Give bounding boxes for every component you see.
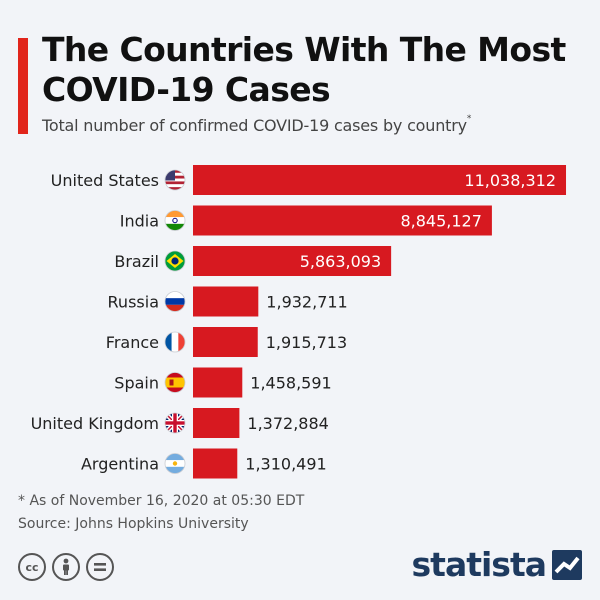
category-label-france: France <box>106 333 159 352</box>
bar-united-kingdom <box>193 408 240 438</box>
category-label-spain: Spain <box>114 374 159 393</box>
bar-chart: United States 11,038,312 India 8,845,127 Bra… <box>31 165 567 479</box>
bar-france <box>193 327 258 357</box>
title-accent-bar <box>18 38 28 134</box>
statista-logo[interactable]: statista <box>412 547 582 583</box>
russia-flag-icon <box>165 291 185 312</box>
france-flag-icon <box>165 332 185 352</box>
source-note: Source: Johns Hopkins University <box>18 516 249 532</box>
uk-flag-outline <box>164 412 186 434</box>
india-flag-outline <box>164 210 186 231</box>
value-label-russia: 1,932,711 <box>266 293 347 312</box>
no-derivatives-icon[interactable] <box>86 553 114 581</box>
brazil-flag-outline <box>164 250 186 272</box>
value-label-united-kingdom: 1,372,884 <box>247 414 328 433</box>
russia-flag-outline <box>164 291 186 312</box>
category-label-argentina: Argentina <box>81 455 159 474</box>
subtitle-footnote-marker: * <box>466 114 472 124</box>
category-label-united-states: United States <box>51 171 159 190</box>
bar-spain <box>193 367 243 398</box>
value-label-united-states: 11,038,312 <box>464 171 556 190</box>
spain-flag-icon <box>165 372 185 393</box>
subtitle-text: Total number of confirmed COVID-19 cases… <box>42 116 467 135</box>
france-flag-outline <box>164 331 186 353</box>
uk-flag-icon <box>165 413 185 433</box>
argentina-flag-outline <box>164 453 186 474</box>
attribution-icon[interactable] <box>52 553 80 581</box>
chart-subtitle: Total number of confirmed COVID-19 cases… <box>42 114 592 135</box>
category-label-india: India <box>120 212 159 231</box>
us-flag-icon <box>165 170 185 190</box>
chart-title: The Countries With The Most COVID-19 Cas… <box>42 30 566 109</box>
bar-brazil <box>193 246 392 276</box>
india-flag-icon <box>165 210 185 231</box>
cc-icon[interactable]: cc <box>18 553 46 581</box>
brazil-flag-icon <box>165 251 185 271</box>
category-label-russia: Russia <box>108 293 159 312</box>
license-icons: cc <box>18 553 114 581</box>
bar-india <box>193 205 492 236</box>
statista-mark-icon <box>552 550 582 580</box>
value-label-spain: 1,458,591 <box>250 374 331 393</box>
bar-russia <box>193 286 259 317</box>
footnote: * As of November 16, 2020 at 05:30 EDT <box>18 493 305 509</box>
argentina-flag-icon <box>165 453 185 474</box>
category-label-brazil: Brazil <box>114 252 159 271</box>
bar-argentina <box>193 448 238 479</box>
statista-wordmark: statista <box>411 545 547 584</box>
value-label-france: 1,915,713 <box>266 333 347 352</box>
value-label-india: 8,845,127 <box>400 212 481 231</box>
category-label-united-kingdom: United Kingdom <box>31 414 159 433</box>
value-label-argentina: 1,310,491 <box>245 455 326 474</box>
us-flag-outline <box>164 169 186 191</box>
bar-united-states <box>193 165 567 195</box>
spain-flag-outline <box>164 372 186 393</box>
value-label-brazil: 5,863,093 <box>300 252 381 271</box>
